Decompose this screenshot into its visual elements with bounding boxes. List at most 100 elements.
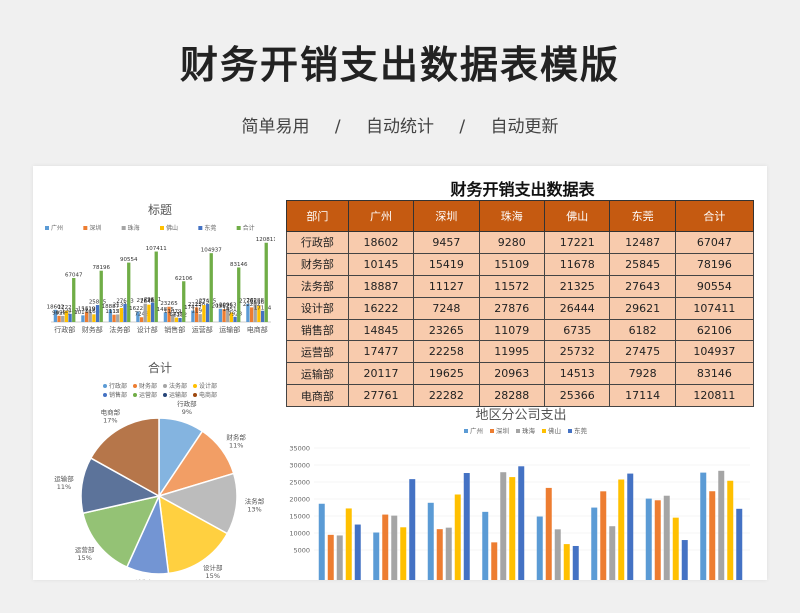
table-cell[interactable]: 法务部 — [286, 274, 349, 298]
table-cell[interactable]: 运营部 — [286, 340, 349, 364]
table-cell[interactable]: 29621 — [609, 296, 676, 320]
table-cell[interactable]: 14513 — [543, 362, 611, 386]
table-cell[interactable]: 6182 — [609, 318, 676, 342]
table-cell[interactable]: 17221 — [543, 231, 611, 254]
data-label: 15419 — [78, 306, 96, 312]
table-cell[interactable]: 67047 — [674, 231, 755, 254]
bar — [345, 508, 352, 580]
x-tick-label: 法务部 — [109, 325, 130, 334]
table-cell[interactable]: 28288 — [478, 384, 546, 408]
bar — [545, 487, 552, 580]
table-cell[interactable]: 23265 — [413, 318, 480, 342]
table-cell[interactable]: 14845 — [347, 318, 415, 342]
bar — [171, 314, 175, 322]
table-cell[interactable]: 9457 — [413, 231, 480, 254]
table-cell[interactable]: 25732 — [543, 340, 611, 364]
table-cell[interactable]: 设计部 — [286, 296, 349, 320]
bar — [591, 507, 598, 580]
legend-swatch — [83, 226, 88, 230]
table-cell[interactable]: 11127 — [413, 274, 480, 298]
table-cell[interactable]: 15419 — [413, 252, 480, 276]
data-label: 22258 — [188, 302, 206, 308]
bar — [249, 307, 254, 322]
chart-title: 地区分公司支出 — [475, 408, 566, 423]
table-cell[interactable]: 20117 — [347, 362, 415, 386]
bar — [482, 511, 489, 580]
table-cell[interactable]: 22258 — [413, 340, 480, 364]
table-cell[interactable]: 83146 — [674, 362, 755, 386]
y-tick-label: 35000 — [289, 445, 310, 453]
pie-slice — [82, 494, 161, 569]
table-cell[interactable]: 7928 — [609, 362, 676, 386]
table-cell[interactable]: 120811 — [674, 384, 755, 408]
table-cell[interactable]: 22282 — [413, 384, 480, 408]
legend-swatch — [542, 429, 546, 433]
bar — [318, 503, 325, 580]
table-cell[interactable]: 18602 — [347, 231, 415, 254]
table-cell[interactable]: 行政部 — [286, 231, 349, 254]
data-label: 6182 — [173, 312, 187, 318]
table-cell[interactable]: 17477 — [347, 340, 415, 364]
table-cell[interactable]: 25845 — [609, 252, 676, 276]
bar — [445, 527, 452, 580]
page-title: 财务开销支出数据表模版 — [179, 43, 620, 87]
bar — [123, 303, 127, 322]
bar — [61, 315, 65, 322]
column-header: 合计 — [674, 200, 755, 232]
table-cell[interactable]: 25366 — [543, 384, 611, 408]
legend-swatch — [103, 393, 107, 397]
table-cell[interactable]: 104937 — [674, 340, 755, 364]
table-cell[interactable]: 11079 — [478, 318, 546, 342]
table-row: 法务部 18887 11127 11572 21325 27643 90554 — [286, 274, 755, 298]
table-cell[interactable]: 15109 — [478, 252, 546, 276]
table-cell[interactable]: 16222 — [347, 296, 415, 320]
table-cell[interactable]: 12487 — [609, 231, 676, 254]
legend-label: 珠海 — [128, 224, 140, 232]
table-cell[interactable]: 11678 — [543, 252, 611, 276]
table-cell[interactable]: 6735 — [543, 318, 611, 342]
data-label: 12487 — [61, 308, 79, 314]
table-cell[interactable]: 27876 — [478, 296, 546, 320]
legend-swatch — [516, 429, 520, 433]
table-cell[interactable]: 11995 — [478, 340, 546, 364]
table-cell[interactable]: 26444 — [543, 296, 611, 320]
legend-swatch — [236, 226, 241, 230]
legend-label: 运营部 — [139, 391, 157, 399]
bar — [253, 303, 257, 322]
table-cell[interactable]: 9280 — [478, 231, 546, 254]
table-cell[interactable]: 90554 — [674, 274, 755, 298]
table-row: 行政部 18602 9457 9280 17221 12487 67047 — [286, 231, 755, 254]
slice-label: 电商部 — [101, 408, 121, 417]
table-cell[interactable]: 107411 — [674, 296, 755, 320]
table-cell[interactable]: 78196 — [674, 252, 755, 276]
bar — [618, 479, 625, 580]
table-cell[interactable]: 18887 — [347, 274, 415, 298]
legend-swatch — [121, 226, 126, 230]
data-label: 11079 — [164, 309, 182, 315]
bar — [264, 242, 268, 322]
legend-swatch — [133, 384, 137, 388]
table-cell[interactable]: 11572 — [478, 274, 546, 298]
data-label: 18602 — [47, 304, 65, 310]
legend-label: 广州 — [51, 224, 63, 232]
table-cell[interactable]: 7248 — [413, 296, 480, 320]
table-cell[interactable]: 19625 — [413, 362, 480, 386]
bar — [99, 270, 103, 322]
table-cell[interactable]: 27761 — [347, 384, 415, 408]
slice-label: 运营部 — [75, 545, 95, 554]
bar — [108, 309, 113, 322]
bar — [53, 309, 58, 322]
table-cell[interactable]: 21325 — [543, 274, 611, 298]
table-cell[interactable]: 20963 — [478, 362, 546, 386]
table-cell[interactable]: 运输部 — [286, 362, 349, 386]
legend-label: 深圳 — [89, 224, 101, 232]
table-cell[interactable]: 销售部 — [286, 318, 349, 342]
table-cell[interactable]: 27475 — [609, 340, 676, 364]
table-cell[interactable]: 10145 — [347, 252, 415, 276]
table-cell[interactable]: 27643 — [609, 274, 676, 298]
bar — [391, 515, 398, 580]
table-cell[interactable]: 17114 — [609, 384, 676, 408]
table-cell[interactable]: 62106 — [674, 318, 755, 342]
table-cell[interactable]: 财务部 — [286, 252, 349, 276]
